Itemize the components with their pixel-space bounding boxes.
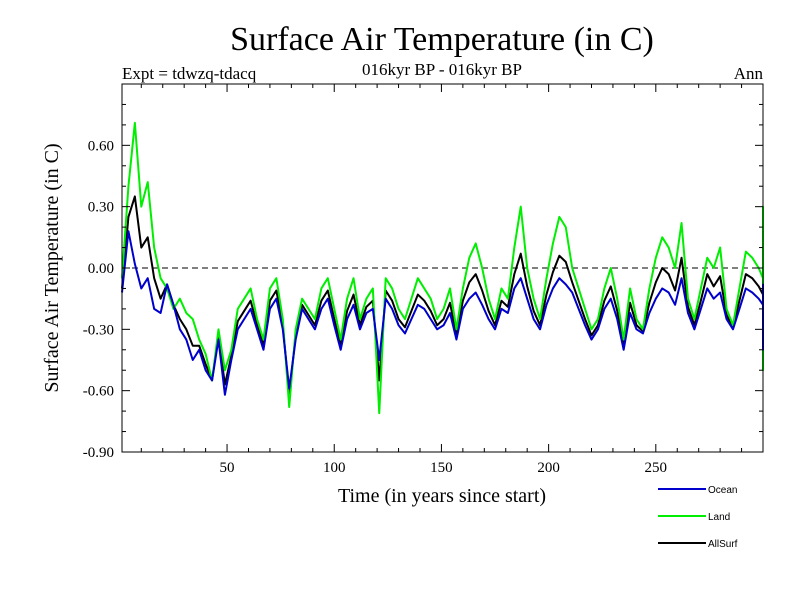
legend: Ocean Land AllSurf	[658, 485, 738, 550]
series-line-allsurf	[121, 195, 764, 396]
period-label: Ann	[734, 64, 764, 83]
y-tick-label: -0.90	[83, 445, 114, 461]
legend-label-ocean: Ocean	[708, 485, 737, 496]
y-tick-label: -0.60	[83, 384, 114, 400]
chart-subtitle: 016kyr BP - 016kyr BP	[362, 60, 522, 79]
x-tick-label: 150	[430, 460, 453, 476]
x-tick-label: 100	[323, 460, 346, 476]
legend-label-land: Land	[708, 512, 730, 523]
x-tick-label: 50	[220, 460, 235, 476]
y-tick-label: 0.60	[88, 138, 114, 154]
y-tick-label: 0.30	[88, 200, 114, 216]
y-axis-label: Surface Air Temperature (in C)	[41, 143, 63, 392]
x-tick-label: 250	[645, 460, 668, 476]
legend-label-allsurf: AllSurf	[708, 539, 738, 550]
axis-ticks-group: 50 100 150 200 250 -0.90 -0.60 -0.30 0.00 0.30 0.6…	[83, 84, 763, 476]
series-line-ocean	[121, 230, 764, 396]
plot-frame	[121, 83, 764, 453]
chart-title: Surface Air Temperature (in C)	[230, 21, 654, 58]
y-tick-label: 0.00	[88, 261, 114, 277]
x-axis-label: Time (in years since start)	[338, 485, 546, 507]
expt-label: Expt = tdwzq-tdacq	[122, 64, 257, 83]
y-tick-label: -0.30	[83, 322, 114, 338]
x-tick-label: 200	[537, 460, 560, 476]
